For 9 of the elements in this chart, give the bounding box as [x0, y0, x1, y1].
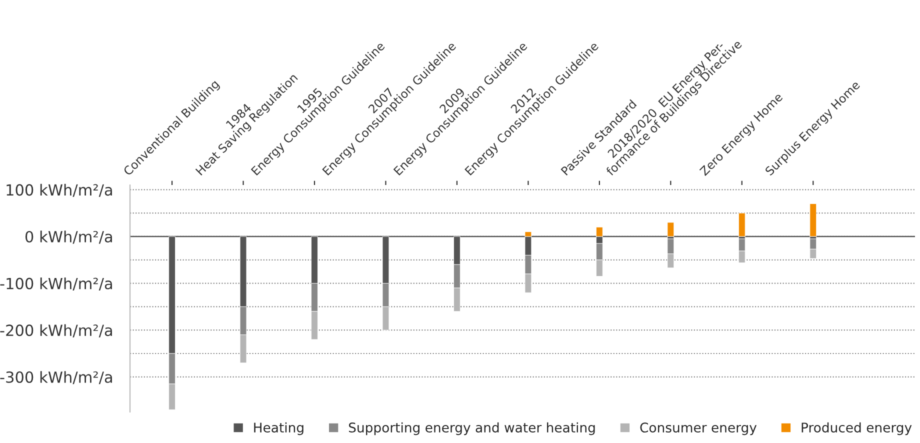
legend-label: Consumer energy — [640, 422, 757, 436]
legend-label: Supporting energy and water heating — [348, 422, 595, 436]
legend-label: Heating — [254, 422, 304, 436]
legend-label: Produced energy — [802, 422, 912, 436]
y-tick-label: -300 kWh/m²/a — [0, 371, 112, 384]
y-tick-label: 0 kWh/m²/a — [25, 230, 112, 244]
y-tick-label: 100 kWh/m²/a — [6, 184, 112, 197]
y-tick-label: -200 kWh/m²/a — [0, 324, 112, 338]
y-tick-label: -100 kWh/m²/a — [0, 277, 112, 291]
